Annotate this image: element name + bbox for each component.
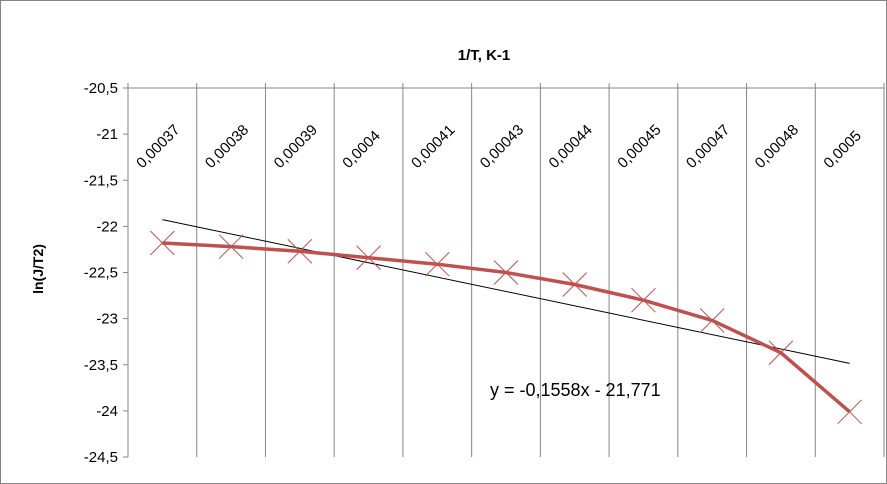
trendline-equation: y = -0,1558x - 21,771	[490, 380, 661, 400]
y-tick-label: -24,5	[84, 449, 118, 466]
data-point-marker	[493, 260, 519, 285]
gridlines	[196, 88, 885, 457]
y-axis-title: ln(J/T2)	[30, 244, 46, 294]
chart-title: 1/T, K-1	[458, 47, 511, 64]
y-tick-label: -23	[96, 311, 118, 328]
marker-stroke	[562, 272, 588, 297]
x-category-label: 0,00037	[133, 121, 183, 171]
data-point-marker	[287, 238, 313, 264]
labels: -20,5 -21 -21,5 -22 -22,5 -23 -23,5 -24 -24,5 0,0…	[84, 80, 865, 466]
axes	[123, 83, 885, 458]
marker-stroke	[631, 287, 656, 313]
x-category-label: 0,00044	[546, 121, 596, 171]
data-point-marker	[424, 251, 450, 277]
x-category-label: 0,0004	[339, 127, 383, 171]
x-category-label: 0,00043	[477, 121, 527, 171]
trendline-layer	[162, 219, 850, 364]
x-category-label: 0,00048	[752, 121, 802, 171]
y-tick-label: -21,5	[84, 172, 118, 189]
x-category-label: 0,00045	[614, 121, 664, 171]
marker-stroke	[493, 260, 519, 285]
y-tick-label: -22,5	[84, 265, 118, 282]
marker-stroke	[424, 251, 450, 277]
marker-stroke	[218, 234, 244, 260]
data-point-marker	[218, 234, 244, 260]
y-tick-label: -24	[96, 403, 118, 420]
x-category-label: 0,00038	[202, 121, 252, 171]
y-tick-label: -21	[96, 126, 118, 143]
y-tick-label: -23,5	[84, 357, 118, 374]
data-point-marker	[150, 230, 175, 256]
marker-stroke	[837, 399, 862, 425]
data-point-marker	[837, 399, 862, 425]
y-tick-label: -22	[96, 218, 118, 235]
data-point-marker	[768, 340, 794, 366]
series-layer	[150, 230, 862, 425]
marker-stroke	[768, 340, 794, 366]
marker-stroke	[287, 238, 313, 264]
y-tick-label: -20,5	[84, 80, 118, 97]
x-category-label: 0,0005	[820, 127, 864, 171]
marker-stroke	[356, 245, 381, 271]
trendline	[162, 219, 850, 364]
data-point-marker	[562, 272, 588, 297]
marker-stroke	[150, 230, 175, 256]
data-point-marker	[356, 245, 381, 271]
x-category-label: 0,00041	[408, 121, 458, 171]
data-point-marker	[631, 287, 656, 313]
marker-stroke	[699, 308, 725, 333]
x-category-label: 0,00039	[271, 121, 321, 171]
data-point-marker	[699, 308, 725, 333]
x-category-label: 0,00047	[683, 121, 733, 171]
